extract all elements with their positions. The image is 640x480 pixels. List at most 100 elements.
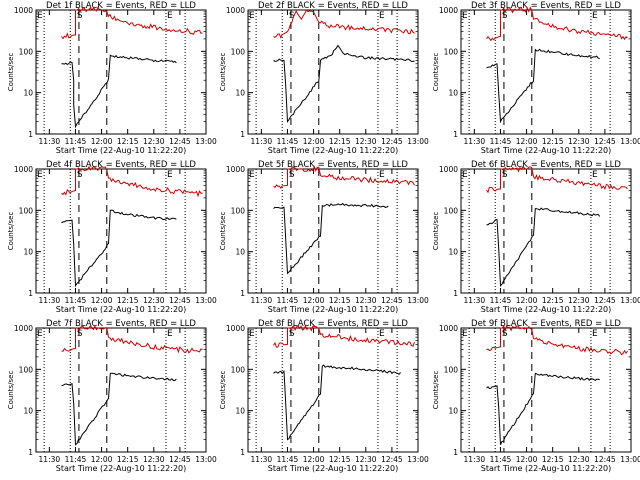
events-series-line	[273, 364, 401, 441]
y-axis-label: Counts/sec	[219, 212, 227, 251]
y-axis-label: Counts/sec	[219, 371, 227, 410]
panel-title: Det 2f BLACK = Events, RED = LLD	[258, 1, 408, 11]
y-tick-label: 1000	[14, 324, 33, 333]
x-tick-label: 12:45	[381, 296, 403, 305]
x-tick-label: 12:45	[594, 296, 616, 305]
x-tick-label: 12:15	[329, 137, 351, 146]
marker-e-end: E	[379, 170, 385, 180]
x-tick-label: 11:30	[251, 296, 273, 305]
x-tick-label: 11:45	[65, 296, 87, 305]
x-tick-label: 12:30	[355, 137, 377, 146]
panel-title: Det 5f BLACK = Events, RED = LLD	[258, 160, 408, 170]
x-tick-label: 12:30	[568, 137, 590, 146]
marker-s: S	[289, 170, 295, 180]
x-tick-label: 12:30	[143, 455, 165, 464]
x-tick-label: 12:00	[303, 455, 325, 464]
lld-series-line	[486, 324, 628, 356]
x-axis-label: Start Time (22-Aug-10 11:22:20)	[56, 464, 187, 473]
detector-panel-1: Det 1f BLACK = Events, RED = LLD 1 10 100 10…	[7, 1, 217, 155]
marker-e-start: E	[37, 170, 43, 180]
marker-s: S	[77, 329, 83, 339]
x-tick-label: 12:00	[303, 296, 325, 305]
panel-title: Det 4f BLACK = Events, RED = LLD	[46, 160, 196, 170]
marker-s: S	[77, 11, 83, 21]
x-tick-label: 12:00	[91, 137, 113, 146]
plot-frame	[35, 168, 207, 294]
panel-title: Det 9f BLACK = Events, RED = LLD	[471, 319, 621, 329]
x-tick-label: 12:30	[355, 455, 377, 464]
y-tick-label: 100	[231, 47, 246, 56]
lld-series-line	[61, 324, 203, 354]
lld-series-line	[61, 165, 203, 198]
marker-s: S	[502, 329, 508, 339]
marker-e-start: E	[37, 329, 43, 339]
events-series-line	[61, 54, 177, 129]
y-tick-label: 1	[28, 448, 33, 457]
x-tick-label: 12:00	[516, 296, 538, 305]
plot-frame	[460, 168, 632, 294]
x-tick-label: 11:30	[251, 455, 273, 464]
y-tick-label: 1000	[14, 6, 33, 15]
y-tick-label: 1	[453, 448, 458, 457]
y-tick-label: 10	[448, 407, 458, 416]
x-tick-label: 11:30	[464, 296, 486, 305]
plot-frame	[35, 327, 207, 453]
y-tick-label: 10	[235, 89, 245, 98]
x-tick-label: 13:00	[195, 137, 217, 146]
x-tick-label: 12:00	[516, 137, 538, 146]
y-tick-label: 1	[240, 289, 245, 298]
marker-e-end: E	[592, 329, 598, 339]
plot-frame	[247, 9, 419, 135]
detector-panel-5: Det 5f BLACK = Events, RED = LLD 1 10 100 10…	[219, 160, 429, 314]
plot-frame	[35, 9, 207, 135]
x-tick-label: 12:15	[117, 296, 139, 305]
x-tick-label: 11:45	[65, 455, 87, 464]
x-tick-label: 11:30	[39, 296, 61, 305]
x-tick-label: 12:30	[355, 296, 377, 305]
x-tick-label: 12:15	[117, 137, 139, 146]
x-tick-label: 12:45	[169, 455, 191, 464]
y-tick-label: 1	[240, 448, 245, 457]
events-series-line	[486, 48, 600, 124]
x-tick-label: 12:30	[568, 455, 590, 464]
marker-e-start: E	[249, 170, 255, 180]
x-tick-label: 12:45	[169, 296, 191, 305]
marker-s: S	[289, 329, 295, 339]
x-axis-label: Start Time (22-Aug-10 11:22:20)	[268, 146, 399, 155]
detector-panel-2: Det 2f BLACK = Events, RED = LLD 1 10 100 10…	[219, 1, 429, 155]
detector-panel-4: Det 4f BLACK = Events, RED = LLD 1 10 100 10…	[7, 160, 217, 314]
y-axis-label: Counts/sec	[432, 53, 440, 92]
x-tick-label: 12:00	[303, 137, 325, 146]
y-tick-label: 100	[19, 206, 34, 215]
y-axis-label: Counts/sec	[7, 53, 15, 92]
x-tick-label: 11:45	[65, 137, 87, 146]
x-tick-label: 12:00	[516, 455, 538, 464]
x-tick-label: 12:30	[143, 137, 165, 146]
y-axis-label: Counts/sec	[432, 212, 440, 251]
lld-series-line	[486, 166, 628, 194]
lld-series-line	[273, 324, 415, 348]
x-tick-label: 13:00	[407, 455, 429, 464]
detector-panel-3: Det 3f BLACK = Events, RED = LLD 1 10 100 10…	[432, 1, 640, 155]
plot-frame	[247, 168, 419, 294]
x-tick-label: 11:45	[277, 137, 299, 146]
x-tick-label: 13:00	[620, 296, 640, 305]
x-axis-label: Start Time (22-Aug-10 11:22:20)	[268, 305, 399, 314]
x-tick-label: 13:00	[407, 137, 429, 146]
x-tick-label: 11:30	[251, 137, 273, 146]
marker-e-end: E	[592, 11, 598, 21]
panel-title: Det 8f BLACK = Events, RED = LLD	[258, 319, 408, 329]
events-series-line	[61, 209, 177, 288]
y-axis-label: Counts/sec	[7, 371, 15, 410]
x-tick-label: 12:15	[542, 296, 564, 305]
x-tick-label: 12:45	[594, 137, 616, 146]
marker-e-end: E	[379, 11, 385, 21]
panel-title: Det 7f BLACK = Events, RED = LLD	[46, 319, 196, 329]
marker-s: S	[289, 11, 295, 21]
x-tick-label: 12:45	[381, 455, 403, 464]
marker-e-start: E	[462, 11, 468, 21]
x-tick-label: 11:45	[490, 455, 512, 464]
x-tick-label: 12:45	[381, 137, 403, 146]
x-tick-label: 11:45	[490, 296, 512, 305]
